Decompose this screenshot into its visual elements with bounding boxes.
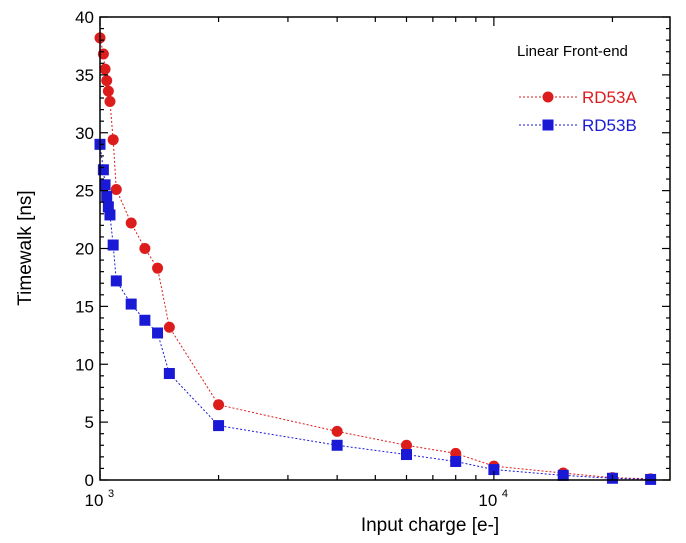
data-point-rd53b — [400, 449, 412, 461]
data-point-rd53a — [99, 63, 111, 75]
x-tick-exponent: 4 — [502, 488, 508, 500]
x-tick-exponent: 3 — [108, 488, 114, 500]
data-point-rd53b — [331, 439, 343, 451]
data-point-rd53b — [450, 455, 462, 467]
series-line-rd53a — [99, 37, 651, 480]
data-point-rd53a — [102, 85, 114, 97]
legend-marker-rd53b — [542, 119, 554, 131]
data-point-rd53a — [139, 243, 151, 254]
data-point-rd53a — [213, 399, 225, 411]
data-point-rd53b — [107, 239, 119, 251]
data-point-rd53b — [110, 275, 122, 287]
data-point-rd53a — [331, 425, 343, 437]
x-axis-title: Input charge [e-] — [361, 515, 499, 536]
legend-label-rd53a: RD53A — [582, 88, 637, 107]
axis-ticks — [99, 16, 670, 481]
y-tick-label: 20 — [75, 240, 94, 259]
y-tick-label: 25 — [75, 182, 94, 201]
data-point-rd53a — [163, 321, 175, 333]
data-point-rd53a — [107, 134, 119, 146]
series-layer — [94, 32, 657, 485]
data-point-rd53a — [125, 217, 137, 229]
data-point-rd53b — [139, 314, 151, 326]
data-point-rd53b — [163, 368, 175, 380]
y-tick-label: 5 — [85, 413, 94, 432]
x-tick-label: 10 — [478, 491, 497, 510]
data-point-rd53b — [213, 420, 225, 432]
data-point-rd53a — [110, 183, 122, 195]
y-tick-label: 40 — [75, 8, 94, 27]
legend-marker-rd53a — [542, 91, 554, 103]
y-tick-label: 30 — [75, 124, 94, 143]
data-point-rd53b — [557, 469, 569, 481]
data-point-rd53a — [152, 262, 164, 274]
y-tick-label: 15 — [75, 297, 94, 316]
data-point-rd53b — [152, 327, 164, 339]
data-point-rd53b — [102, 201, 114, 213]
legend: Linear Front-end RD53A RD53B — [517, 43, 637, 135]
data-point-rd53b — [488, 464, 500, 476]
plot-frame — [99, 16, 671, 481]
data-point-rd53b — [104, 209, 116, 221]
data-point-rd53a — [101, 75, 113, 87]
data-point-rd53a — [104, 95, 116, 107]
tick-labels: 0 5 10 15 20 25 30 35 40 10 3 10 4 — [75, 8, 508, 510]
x-tick-label: 10 — [85, 491, 104, 510]
y-tick-label: 10 — [75, 355, 94, 374]
data-point-rd53b — [99, 179, 111, 191]
series-line-rd53b — [99, 144, 651, 480]
y-axis-title: Timewalk [ns] — [15, 190, 36, 305]
legend-title: Linear Front-end — [517, 43, 628, 60]
legend-items: RD53A RD53B — [519, 88, 637, 135]
data-point-rd53b — [101, 190, 113, 202]
data-point-rd53b — [97, 164, 109, 176]
y-tick-label: 0 — [85, 471, 94, 490]
data-point-rd53a — [400, 439, 412, 451]
legend-label-rd53b: RD53B — [582, 116, 637, 135]
y-tick-label: 35 — [75, 66, 94, 85]
data-point-rd53b — [125, 298, 137, 310]
